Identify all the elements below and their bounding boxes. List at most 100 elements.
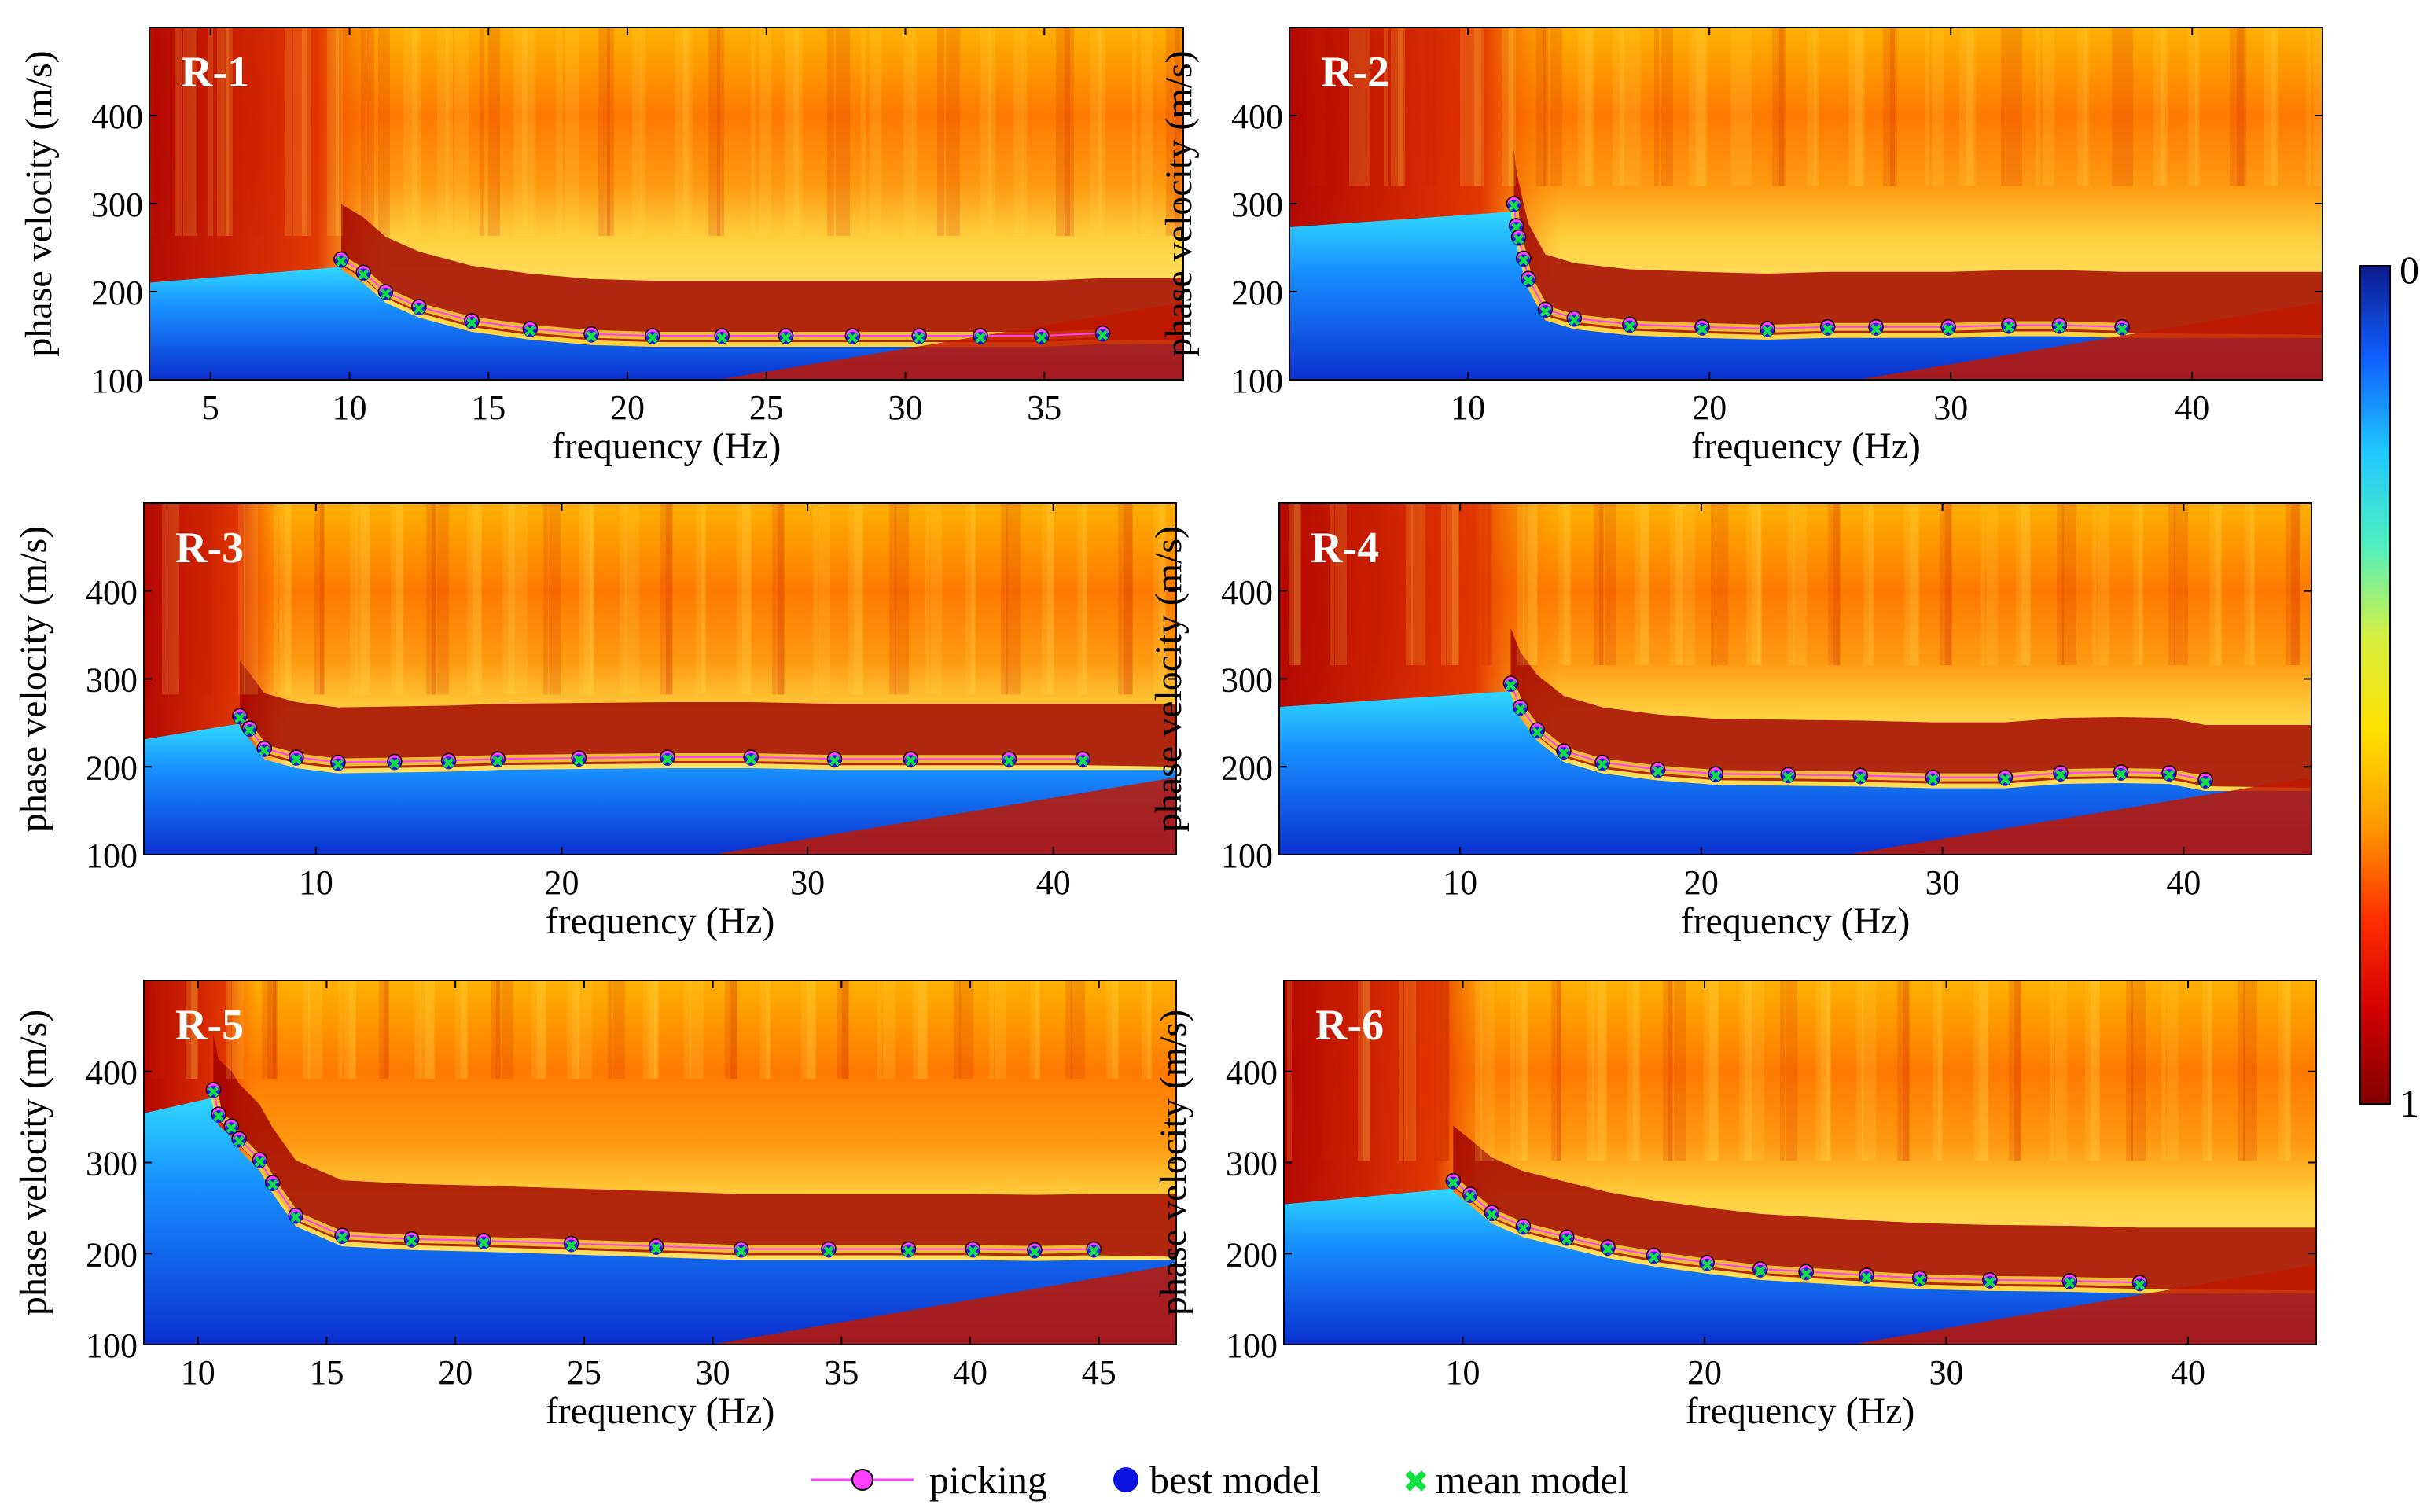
- best-model-point: [1821, 322, 1834, 336]
- best-model-point: [2199, 776, 2212, 789]
- x-tick-label: 10: [181, 1353, 215, 1392]
- best-model-point: [491, 755, 505, 768]
- best-model-point: [913, 332, 926, 344]
- best-model-point: [258, 744, 271, 757]
- spectrum-image: [1284, 980, 2316, 1345]
- mean-model-point: ✖: [2114, 765, 2128, 784]
- mean-model-point: ✖: [357, 265, 370, 284]
- mean-model-point: ✖: [1463, 1187, 1477, 1206]
- mean-model-point: ✖: [379, 285, 392, 304]
- panel-r-1: 5 10 15 20 25 30 35 100 200 300 400 frequency (Hz) p…: [18, 27, 1184, 467]
- best-model-point: [1557, 747, 1570, 760]
- best-model-point: [2116, 322, 2129, 336]
- best-model-point: [336, 1231, 349, 1245]
- mean-model-point: ✖: [1800, 1264, 1813, 1283]
- mean-model-point: ✖: [2116, 320, 2129, 339]
- best-model-point: [225, 1122, 238, 1135]
- best-model-point: [1463, 1190, 1477, 1204]
- best-model-point: [442, 756, 455, 770]
- x-tick-label: 20: [1687, 1353, 1722, 1392]
- best-model-point: [822, 1245, 835, 1258]
- mean-model-point: ✖: [1651, 763, 1664, 782]
- mean-model-point: ✖: [904, 752, 918, 771]
- mean-model-point: ✖: [1854, 768, 1867, 787]
- best-model-point: [334, 255, 348, 268]
- spectrum-image: [149, 28, 1183, 380]
- spectrum-image: [1279, 503, 2312, 855]
- y-tick-label: 300: [91, 186, 143, 224]
- best-model-point: [243, 724, 256, 738]
- legend: picking best model ✖ mean model: [811, 1458, 1629, 1502]
- best-model-point: [745, 752, 758, 766]
- best-model-point: [1983, 1275, 1996, 1289]
- mean-model-point: ✖: [660, 750, 674, 769]
- best-model-point: [973, 332, 987, 344]
- best-model-point: [2063, 1276, 2076, 1289]
- spectrum-image: [144, 503, 1176, 855]
- best-model-point: [357, 268, 370, 281]
- y-axis-label: phase velocity (m/s): [1153, 1010, 1194, 1315]
- mean-model-point: ✖: [207, 1083, 220, 1102]
- panel-r-3: 10 20 30 40 100 200 300 400 frequency (Hz) phase …: [13, 502, 1177, 942]
- mean-model-point: ✖: [585, 327, 598, 346]
- x-tick-label: 40: [2171, 1353, 2205, 1392]
- best-model-point: [828, 755, 841, 768]
- best-model-point: [1521, 274, 1535, 288]
- x-tick-label: 30: [696, 1353, 730, 1392]
- best-model-point: [388, 757, 401, 771]
- y-tick-label: 300: [86, 1145, 138, 1183]
- colorbar-top-label: 0: [2400, 248, 2419, 292]
- mean-model-point: ✖: [1517, 1220, 1530, 1238]
- mean-model-point: ✖: [442, 753, 455, 772]
- best-model-point: [1539, 305, 1552, 318]
- best-model-point: [1087, 1245, 1101, 1258]
- best-model-point: [1096, 329, 1109, 342]
- mean-model-point: ✖: [1507, 197, 1521, 215]
- best-model-point: [331, 758, 344, 771]
- mean-model-point: ✖: [645, 329, 659, 348]
- best-model-point: [1760, 325, 1774, 338]
- best-model-point: [1647, 1251, 1661, 1264]
- x-axis-label: frequency (Hz): [546, 900, 775, 942]
- y-axis-label: phase velocity (m/s): [18, 50, 60, 356]
- mean-model-point: ✖: [1531, 723, 1544, 741]
- mean-model-point: ✖: [465, 314, 479, 333]
- mean-model-point: ✖: [1002, 752, 1016, 771]
- mean-model-point: ✖: [1512, 230, 1525, 249]
- x-tick-label: 10: [1446, 1353, 1480, 1392]
- x-tick-label: 40: [1036, 863, 1071, 902]
- y-axis-label: phase velocity (m/s): [1148, 526, 1190, 832]
- best-model-point: [649, 1242, 663, 1255]
- x-tick-label: 10: [1443, 863, 1477, 902]
- y-tick-label: 100: [1231, 362, 1283, 400]
- legend-mean-label: mean model: [1436, 1458, 1629, 1502]
- y-tick-label: 400: [1226, 1054, 1278, 1092]
- mean-model-point: ✖: [1517, 251, 1530, 270]
- best-model-point: [1560, 1233, 1573, 1246]
- x-tick-label: 10: [1451, 388, 1485, 427]
- x-tick-label: 35: [1027, 388, 1061, 427]
- best-model-point: [1531, 726, 1544, 739]
- legend-picking-marker: [851, 1469, 873, 1491]
- best-model-point: [289, 1211, 303, 1224]
- mean-model-point: ✖: [974, 329, 987, 348]
- mean-model-point: ✖: [913, 329, 926, 348]
- mean-model-point: ✖: [2133, 1275, 2146, 1294]
- best-model-point: [1913, 1274, 1926, 1287]
- mean-model-point: ✖: [289, 1208, 303, 1227]
- best-model-point: [1709, 770, 1723, 783]
- x-tick-label: 20: [610, 388, 645, 427]
- mean-model-point: ✖: [1558, 744, 1571, 763]
- best-model-point: [1651, 765, 1664, 778]
- best-model-point: [253, 1156, 267, 1169]
- best-model-point: [1028, 1245, 1041, 1259]
- best-model-point: [1860, 1271, 1874, 1285]
- y-axis-label: phase velocity (m/s): [13, 1010, 54, 1315]
- spectrum-image: [1289, 28, 2323, 380]
- mean-model-point: ✖: [649, 1239, 663, 1258]
- mean-model-point: ✖: [1701, 1256, 1714, 1275]
- mean-model-point: ✖: [413, 300, 426, 318]
- y-tick-label: 200: [1231, 274, 1283, 312]
- mean-model-point: ✖: [1926, 771, 1940, 789]
